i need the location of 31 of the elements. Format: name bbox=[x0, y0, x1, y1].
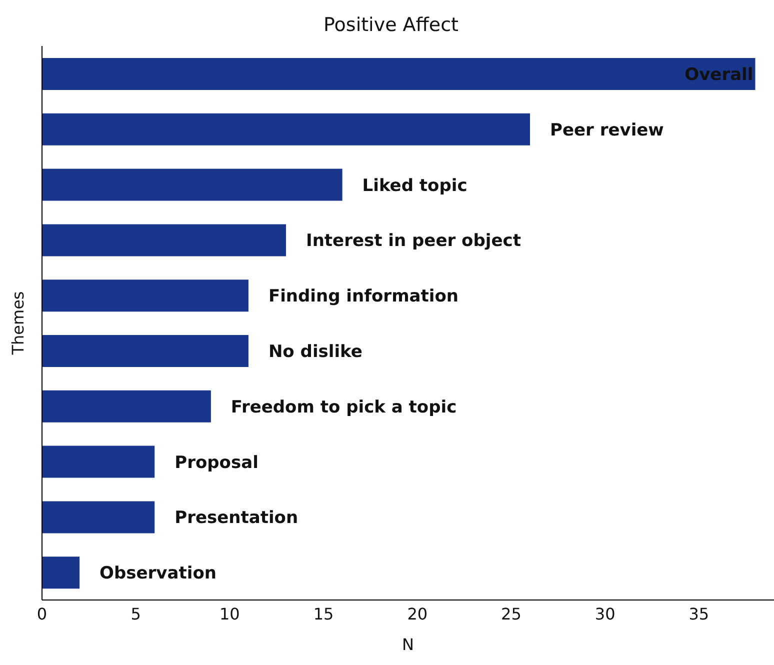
y-tick-label: Finding information bbox=[268, 286, 459, 307]
bar bbox=[42, 280, 248, 312]
bar bbox=[42, 224, 286, 256]
y-tick-label: Interest in peer object bbox=[306, 231, 521, 252]
bar bbox=[42, 390, 211, 422]
chart-title: Positive Affect bbox=[322, 13, 460, 38]
x-tick-label: 5 bbox=[130, 604, 141, 624]
x-tick-label: 30 bbox=[594, 604, 616, 624]
x-tick-label: 10 bbox=[220, 604, 240, 624]
y-tick-label: Overall bbox=[684, 64, 754, 85]
x-tick-label: 15 bbox=[313, 604, 334, 624]
y-tick-label: Liked topic bbox=[362, 176, 468, 196]
y-tick-label: Freedom to pick a topic bbox=[230, 397, 457, 418]
bar bbox=[42, 335, 248, 367]
x-tick-label: 25 bbox=[501, 604, 522, 624]
bar bbox=[42, 168, 342, 201]
bar bbox=[42, 58, 756, 90]
y-tick-label: Presentation bbox=[174, 508, 298, 528]
y-tick-label: Peer review bbox=[550, 120, 664, 140]
bar bbox=[42, 501, 155, 534]
y-axis-title: Themes bbox=[8, 291, 28, 356]
x-tick-label: 0 bbox=[36, 604, 48, 624]
bar bbox=[42, 446, 155, 478]
y-tick-label: No dislike bbox=[268, 342, 362, 362]
y-tick-label: Observation bbox=[100, 564, 216, 584]
x-axis-title: N bbox=[402, 635, 414, 654]
y-tick-label: Proposal bbox=[174, 452, 258, 473]
bar bbox=[42, 556, 80, 589]
x-tick-label: 20 bbox=[407, 604, 428, 624]
bar bbox=[42, 113, 530, 146]
x-tick-label: 35 bbox=[688, 604, 710, 624]
